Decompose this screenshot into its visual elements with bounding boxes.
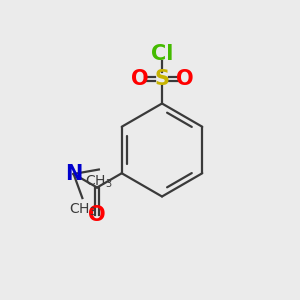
Text: O: O [88, 205, 106, 225]
Text: O: O [131, 69, 148, 89]
Text: S: S [154, 69, 169, 89]
Text: O: O [176, 69, 193, 89]
Text: CH$_3$: CH$_3$ [85, 173, 113, 190]
Text: Cl: Cl [151, 44, 173, 64]
Text: CH$_3$: CH$_3$ [69, 202, 96, 218]
Text: N: N [65, 164, 82, 184]
